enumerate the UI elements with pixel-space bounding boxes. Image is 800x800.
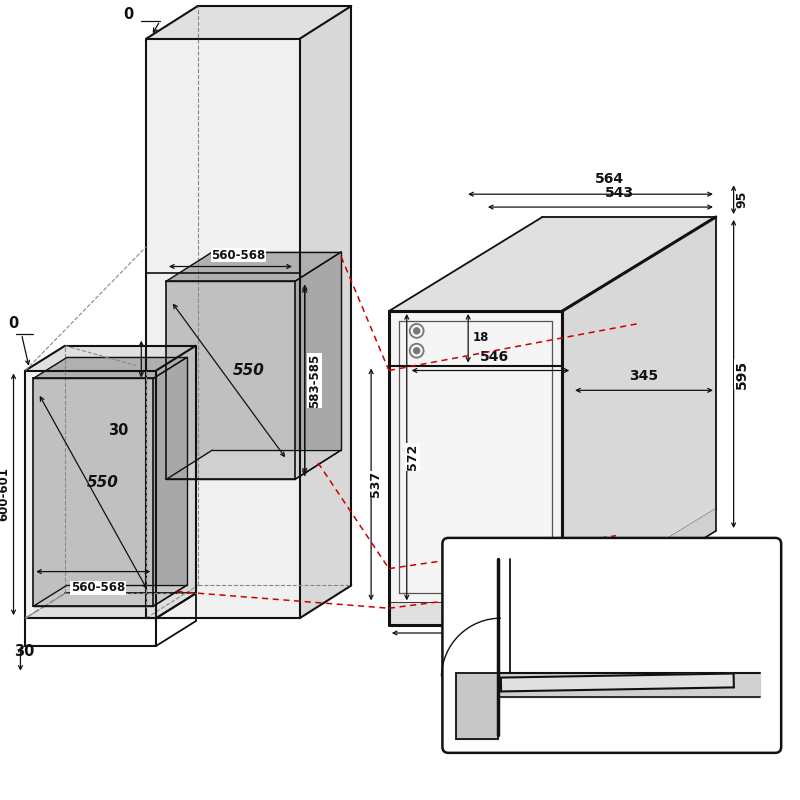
Polygon shape bbox=[146, 6, 351, 38]
Text: 583-585: 583-585 bbox=[308, 354, 321, 407]
Polygon shape bbox=[153, 358, 187, 606]
FancyBboxPatch shape bbox=[442, 538, 781, 753]
Text: 89°: 89° bbox=[540, 631, 565, 645]
Polygon shape bbox=[166, 252, 341, 282]
Text: 543: 543 bbox=[605, 186, 634, 200]
Polygon shape bbox=[501, 674, 734, 691]
Polygon shape bbox=[562, 509, 716, 625]
Polygon shape bbox=[456, 673, 498, 739]
Text: 30: 30 bbox=[108, 423, 129, 438]
Polygon shape bbox=[26, 346, 196, 370]
Text: 5: 5 bbox=[546, 622, 554, 634]
Text: 560-568: 560-568 bbox=[211, 249, 266, 262]
Polygon shape bbox=[146, 38, 300, 618]
Polygon shape bbox=[26, 594, 196, 618]
Text: 546: 546 bbox=[480, 350, 510, 363]
Text: 95: 95 bbox=[735, 191, 748, 208]
Circle shape bbox=[414, 328, 420, 334]
Polygon shape bbox=[156, 346, 196, 618]
Text: 477: 477 bbox=[614, 554, 642, 566]
Text: 0: 0 bbox=[123, 7, 134, 22]
Polygon shape bbox=[166, 282, 295, 479]
Polygon shape bbox=[300, 6, 351, 618]
Polygon shape bbox=[34, 358, 187, 378]
Circle shape bbox=[414, 348, 420, 354]
Text: 20: 20 bbox=[478, 630, 495, 642]
Text: 560-568: 560-568 bbox=[71, 582, 126, 594]
Polygon shape bbox=[34, 378, 153, 606]
Polygon shape bbox=[26, 370, 156, 618]
Text: 564: 564 bbox=[595, 172, 624, 186]
Text: 0: 0 bbox=[656, 668, 665, 681]
Text: 30: 30 bbox=[14, 644, 35, 658]
Polygon shape bbox=[166, 450, 341, 479]
Text: 595: 595 bbox=[734, 359, 749, 389]
Text: 550: 550 bbox=[232, 363, 264, 378]
Text: 600-601: 600-601 bbox=[0, 467, 10, 522]
Text: 345: 345 bbox=[629, 370, 658, 383]
Polygon shape bbox=[295, 252, 341, 479]
Polygon shape bbox=[389, 311, 562, 603]
Polygon shape bbox=[389, 603, 562, 625]
Text: 572: 572 bbox=[406, 444, 419, 470]
Polygon shape bbox=[498, 673, 760, 698]
Text: 10: 10 bbox=[727, 709, 744, 722]
Text: 595: 595 bbox=[461, 640, 490, 654]
Text: 550: 550 bbox=[87, 475, 119, 490]
Polygon shape bbox=[34, 586, 187, 606]
Polygon shape bbox=[389, 217, 716, 311]
Polygon shape bbox=[562, 217, 716, 603]
Text: 0: 0 bbox=[8, 316, 18, 331]
Text: 537: 537 bbox=[369, 471, 382, 498]
Text: 18: 18 bbox=[473, 331, 490, 344]
